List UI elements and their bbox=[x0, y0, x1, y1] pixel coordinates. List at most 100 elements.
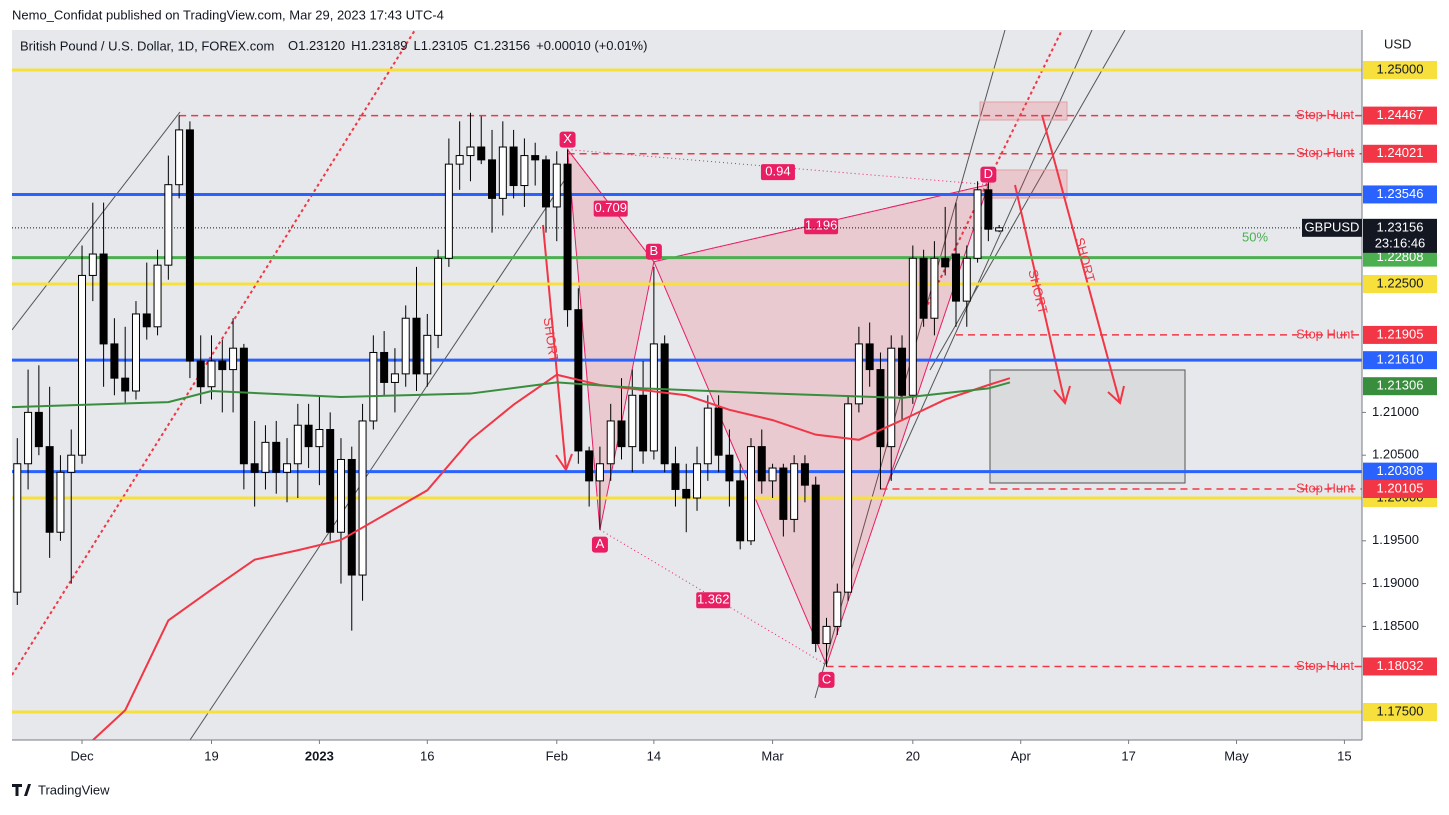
candle-body bbox=[110, 343, 119, 379]
candle-body bbox=[434, 257, 443, 336]
point-box bbox=[559, 131, 576, 148]
x-tick-label: 15 bbox=[1337, 748, 1351, 763]
point-label: B bbox=[650, 243, 659, 258]
ratio-box bbox=[696, 592, 731, 609]
candle-body bbox=[369, 351, 378, 422]
ohlc-value: O1.23120 bbox=[288, 38, 345, 53]
candle-body bbox=[347, 458, 356, 576]
price-label-box bbox=[1363, 377, 1437, 396]
price-label: 1.20308 bbox=[1377, 463, 1424, 478]
price-label: 1.21905 bbox=[1377, 326, 1424, 341]
candle-body bbox=[639, 394, 648, 452]
candle-body bbox=[768, 467, 777, 482]
candle-body bbox=[876, 369, 885, 448]
level-note: Stop Hunt bbox=[1296, 480, 1354, 495]
change: +0.00010 (+0.01%) bbox=[536, 38, 647, 53]
candle-body bbox=[822, 625, 831, 645]
brand-name: TradingView bbox=[38, 782, 110, 797]
ratio-box bbox=[760, 164, 795, 181]
candle-body bbox=[779, 467, 788, 520]
candle-body bbox=[800, 463, 809, 486]
point-box bbox=[980, 166, 997, 183]
price-label: 1.17500 bbox=[1377, 703, 1424, 718]
published: Nemo_Confidat published on TradingView.c… bbox=[12, 7, 444, 22]
price-label-box bbox=[1363, 657, 1437, 676]
price-label-box bbox=[1363, 480, 1437, 499]
candle-body bbox=[898, 347, 907, 396]
candle-body bbox=[358, 420, 367, 576]
candle-body bbox=[693, 463, 702, 499]
point-box bbox=[818, 671, 835, 688]
point-label: X bbox=[563, 131, 572, 146]
candle-body bbox=[78, 274, 87, 456]
candle-body bbox=[682, 488, 691, 499]
ratio-box bbox=[804, 218, 839, 235]
price-label: 1.20105 bbox=[1377, 480, 1424, 495]
x-tick-label: 16 bbox=[420, 748, 434, 763]
plot: 0.709 0.94 1.196 1.362 bbox=[12, 30, 1362, 740]
candle-body bbox=[520, 155, 529, 187]
candle-body bbox=[229, 347, 238, 371]
candle-body bbox=[423, 334, 432, 375]
candle-body bbox=[336, 458, 345, 533]
ratio-label: 1.362 bbox=[697, 592, 730, 607]
price-label-box bbox=[1363, 274, 1437, 293]
candles bbox=[13, 112, 1004, 667]
brand: TradingView bbox=[12, 782, 110, 797]
moving-average bbox=[92, 373, 1011, 740]
price-label: 1.24021 bbox=[1377, 145, 1424, 160]
y-tick-label: 1.20500 bbox=[1372, 447, 1419, 462]
symbol-box bbox=[1302, 218, 1362, 237]
candle-body bbox=[142, 313, 151, 328]
candle-body bbox=[951, 253, 960, 302]
candle-body bbox=[88, 253, 97, 276]
candle-body bbox=[585, 450, 594, 482]
price-label: 1.22500 bbox=[1377, 275, 1424, 290]
candle-body bbox=[380, 351, 389, 383]
candle-body bbox=[962, 257, 971, 302]
y-tick-label: 1.19000 bbox=[1372, 575, 1419, 590]
candle-body bbox=[99, 253, 108, 345]
candle-body bbox=[283, 463, 292, 473]
candle-body bbox=[164, 184, 173, 266]
ratio-label: 1.196 bbox=[805, 218, 838, 233]
candle-body bbox=[844, 403, 853, 593]
candle-body bbox=[919, 257, 928, 319]
symbol: GBPUSD bbox=[1305, 219, 1360, 234]
candle-body bbox=[488, 159, 497, 199]
candle-body bbox=[412, 317, 421, 375]
candle-body bbox=[401, 317, 410, 375]
candle-body bbox=[628, 394, 637, 448]
candle-body bbox=[941, 257, 950, 268]
price-label-box bbox=[1363, 248, 1437, 267]
x-tick-label: 20 bbox=[906, 748, 920, 763]
candle-body bbox=[725, 454, 734, 482]
candle-body bbox=[239, 347, 248, 465]
candle-body bbox=[746, 446, 755, 542]
candle-body bbox=[552, 163, 561, 208]
price-label-box bbox=[1363, 144, 1437, 163]
candle-body bbox=[531, 155, 540, 161]
level-note: Stop Hunt bbox=[1296, 107, 1354, 122]
candle-body bbox=[854, 343, 863, 405]
pattern: 0.709 0.94 1.196 1.362 bbox=[566, 147, 990, 667]
candle-body bbox=[660, 343, 669, 465]
moving-average bbox=[12, 381, 1011, 409]
price-label-box bbox=[1363, 703, 1437, 722]
candle-body bbox=[498, 146, 507, 199]
price-label: 1.24467 bbox=[1377, 107, 1424, 122]
last-price-box bbox=[1363, 218, 1437, 253]
candle-body bbox=[865, 343, 874, 371]
currency: USD bbox=[1384, 36, 1411, 51]
candle-body bbox=[56, 471, 65, 533]
x-tick-label: May bbox=[1224, 748, 1249, 763]
ratio-label: 0.709 bbox=[594, 200, 627, 215]
candle-body bbox=[24, 411, 33, 465]
candle-body bbox=[757, 446, 766, 482]
candle-body bbox=[606, 420, 615, 465]
price-label-box bbox=[1363, 185, 1437, 204]
candle-body bbox=[973, 189, 982, 259]
short-label: SHORT bbox=[540, 316, 561, 363]
point-box bbox=[645, 243, 662, 260]
